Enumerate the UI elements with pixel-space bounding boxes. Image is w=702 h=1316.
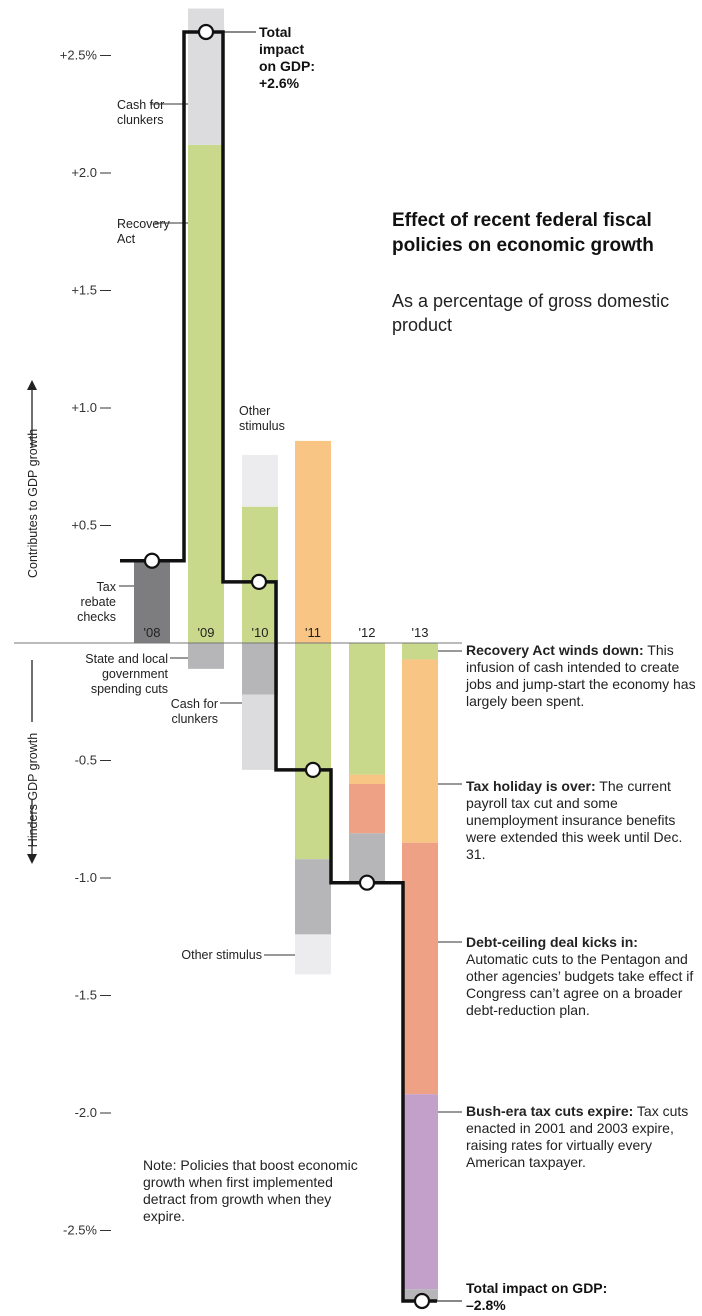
annotation-debt-ceiling: Debt-ceiling deal kicks in: Automatic cu… [466, 934, 702, 1019]
bottom-total-line1: Total impact on GDP: [466, 1280, 608, 1296]
annotation-text: The current payroll tax cut and some une… [466, 778, 683, 862]
up-arrow-head [27, 380, 37, 390]
tick-label: +1.5 [71, 283, 97, 298]
year-label: '13 [412, 625, 429, 640]
chart-title: Effect of recent federal fiscal policies… [392, 210, 654, 256]
chart-note: Note: Policies that boost economic growt… [143, 1157, 358, 1224]
bar-segment-12-1 [349, 774, 385, 784]
bar-segment-11-2 [295, 859, 331, 935]
bar-segment-12-2 [349, 784, 385, 834]
top-total-line2: impact [259, 41, 305, 57]
total-marker [197, 23, 215, 41]
annotation-recovery-act: Recovery Act winds down: This infusion o… [466, 642, 702, 710]
annotation-bold: Recovery Act winds down: [466, 642, 644, 658]
bar-segment-11-0 [295, 440, 331, 643]
annotation-bold: Debt-ceiling deal kicks in: [466, 934, 638, 950]
label-cash-for-clunkers: Cash for [117, 98, 164, 112]
tick-label: +2.0 [71, 165, 97, 180]
top-total-line3: on GDP: [259, 58, 315, 74]
total-step-path [120, 30, 437, 1303]
bar-segment-12-3 [349, 833, 385, 883]
bar-segment-13-3 [402, 1094, 438, 1290]
y-axis-ticks: +2.5% +2.0 +1.5 +1.0 +0.5 -0.5 -1.0 -1.5 -2.0 -2.… [60, 48, 111, 1238]
top-total-line4: +2.6% [259, 75, 300, 91]
contributes-label: Contributes to GDP growth [26, 429, 40, 578]
axis-up-label: Contributes to GDP growth [26, 429, 40, 578]
bar-segment-13-1 [402, 659, 438, 843]
label-tax-rebate-checks: Tax [97, 580, 117, 594]
bar-segment-08-0 [134, 560, 170, 643]
bar-segment-12-0 [349, 643, 385, 775]
bar-segment-10-2 [242, 643, 278, 695]
year-label: '11 [305, 625, 321, 640]
bottom-total-line2: –2.8% [466, 1297, 506, 1313]
tick-label: -1.0 [75, 870, 97, 885]
segment-labels: Cash forclunkersRecoveryActOtherstimulus… [77, 98, 462, 1113]
down-arrow-head [27, 854, 37, 864]
tick-label: -1.5 [75, 988, 97, 1003]
label-state-local: spending cuts [91, 682, 168, 696]
annotation-tax-holiday: Tax holiday is over: The current payroll… [466, 778, 702, 863]
hinders-label: Hinders GDP growth [26, 733, 40, 847]
bar-segment-09-0 [188, 144, 224, 644]
label-tax-rebate-checks: rebate [81, 595, 116, 609]
label-other-stimulus-2: Other stimulus [181, 948, 262, 962]
bar-segment-10-3 [242, 694, 278, 770]
top-total-line1: Total [259, 24, 292, 40]
tick-label: +1.0 [71, 400, 97, 415]
tick-label: -0.5 [75, 753, 97, 768]
year-label: '08 [144, 625, 161, 640]
year-label: '09 [198, 625, 215, 640]
annotation-text: This infusion of cash intended to create… [466, 642, 696, 709]
total-marker [413, 1292, 431, 1310]
total-marker [143, 552, 161, 569]
annotation-bold: Bush-era tax cuts expire: [466, 1103, 634, 1119]
top-total-label: Total impact on GDP: +2.6% [259, 24, 315, 92]
total-impact-line [120, 23, 462, 1310]
year-label: '12 [359, 625, 376, 640]
annotation-bush-tax-cuts: Bush-era tax cuts expire: Tax cuts enact… [466, 1103, 702, 1171]
total-marker [250, 573, 268, 591]
label-other-stimulus: stimulus [239, 419, 285, 433]
x-axis-year-labels: '08 '09 '10 '11 '12 '13 [144, 625, 429, 640]
annotation-text: Automatic cuts to the Pentagon and other… [466, 951, 694, 1018]
bottom-total-label: Total impact on GDP: –2.8% [466, 1280, 607, 1314]
bar-segment-10-1 [242, 455, 278, 507]
label-recovery-act: Recovery [117, 217, 171, 231]
bar-segment-13-0 [402, 643, 438, 660]
year-label: '10 [252, 625, 269, 640]
tick-label: -2.0 [75, 1105, 97, 1120]
bars-layer [134, 8, 438, 1301]
bar-segment-09-2 [188, 643, 224, 669]
label-state-local: government [102, 667, 169, 681]
bar-segment-11-3 [295, 934, 331, 975]
label-state-local: State and local [85, 652, 168, 666]
annotation-text: Tax cuts enacted in 2001 and 2003 expire… [466, 1103, 689, 1170]
label-cash-for-clunkers-2: Cash for [171, 697, 218, 711]
total-marker [304, 761, 322, 779]
tick-label: +2.5% [60, 48, 98, 63]
annotation-bold: Tax holiday is over: [466, 778, 596, 794]
total-marker [358, 874, 376, 891]
axis-arrows [27, 380, 37, 864]
label-cash-for-clunkers: clunkers [117, 113, 164, 127]
label-tax-rebate-checks: checks [77, 610, 116, 624]
bar-segment-11-1 [295, 643, 331, 860]
bar-segment-13-2 [402, 842, 438, 1095]
label-cash-for-clunkers-2: clunkers [171, 712, 218, 726]
chart-subtitle: As a percentage of gross domestic produc… [392, 291, 670, 335]
tick-label: -2.5% [63, 1223, 97, 1238]
axis-down-label: Hinders GDP growth [26, 733, 40, 847]
label-other-stimulus: Other [239, 404, 270, 418]
tick-label: +0.5 [71, 518, 97, 533]
label-recovery-act: Act [117, 232, 136, 246]
